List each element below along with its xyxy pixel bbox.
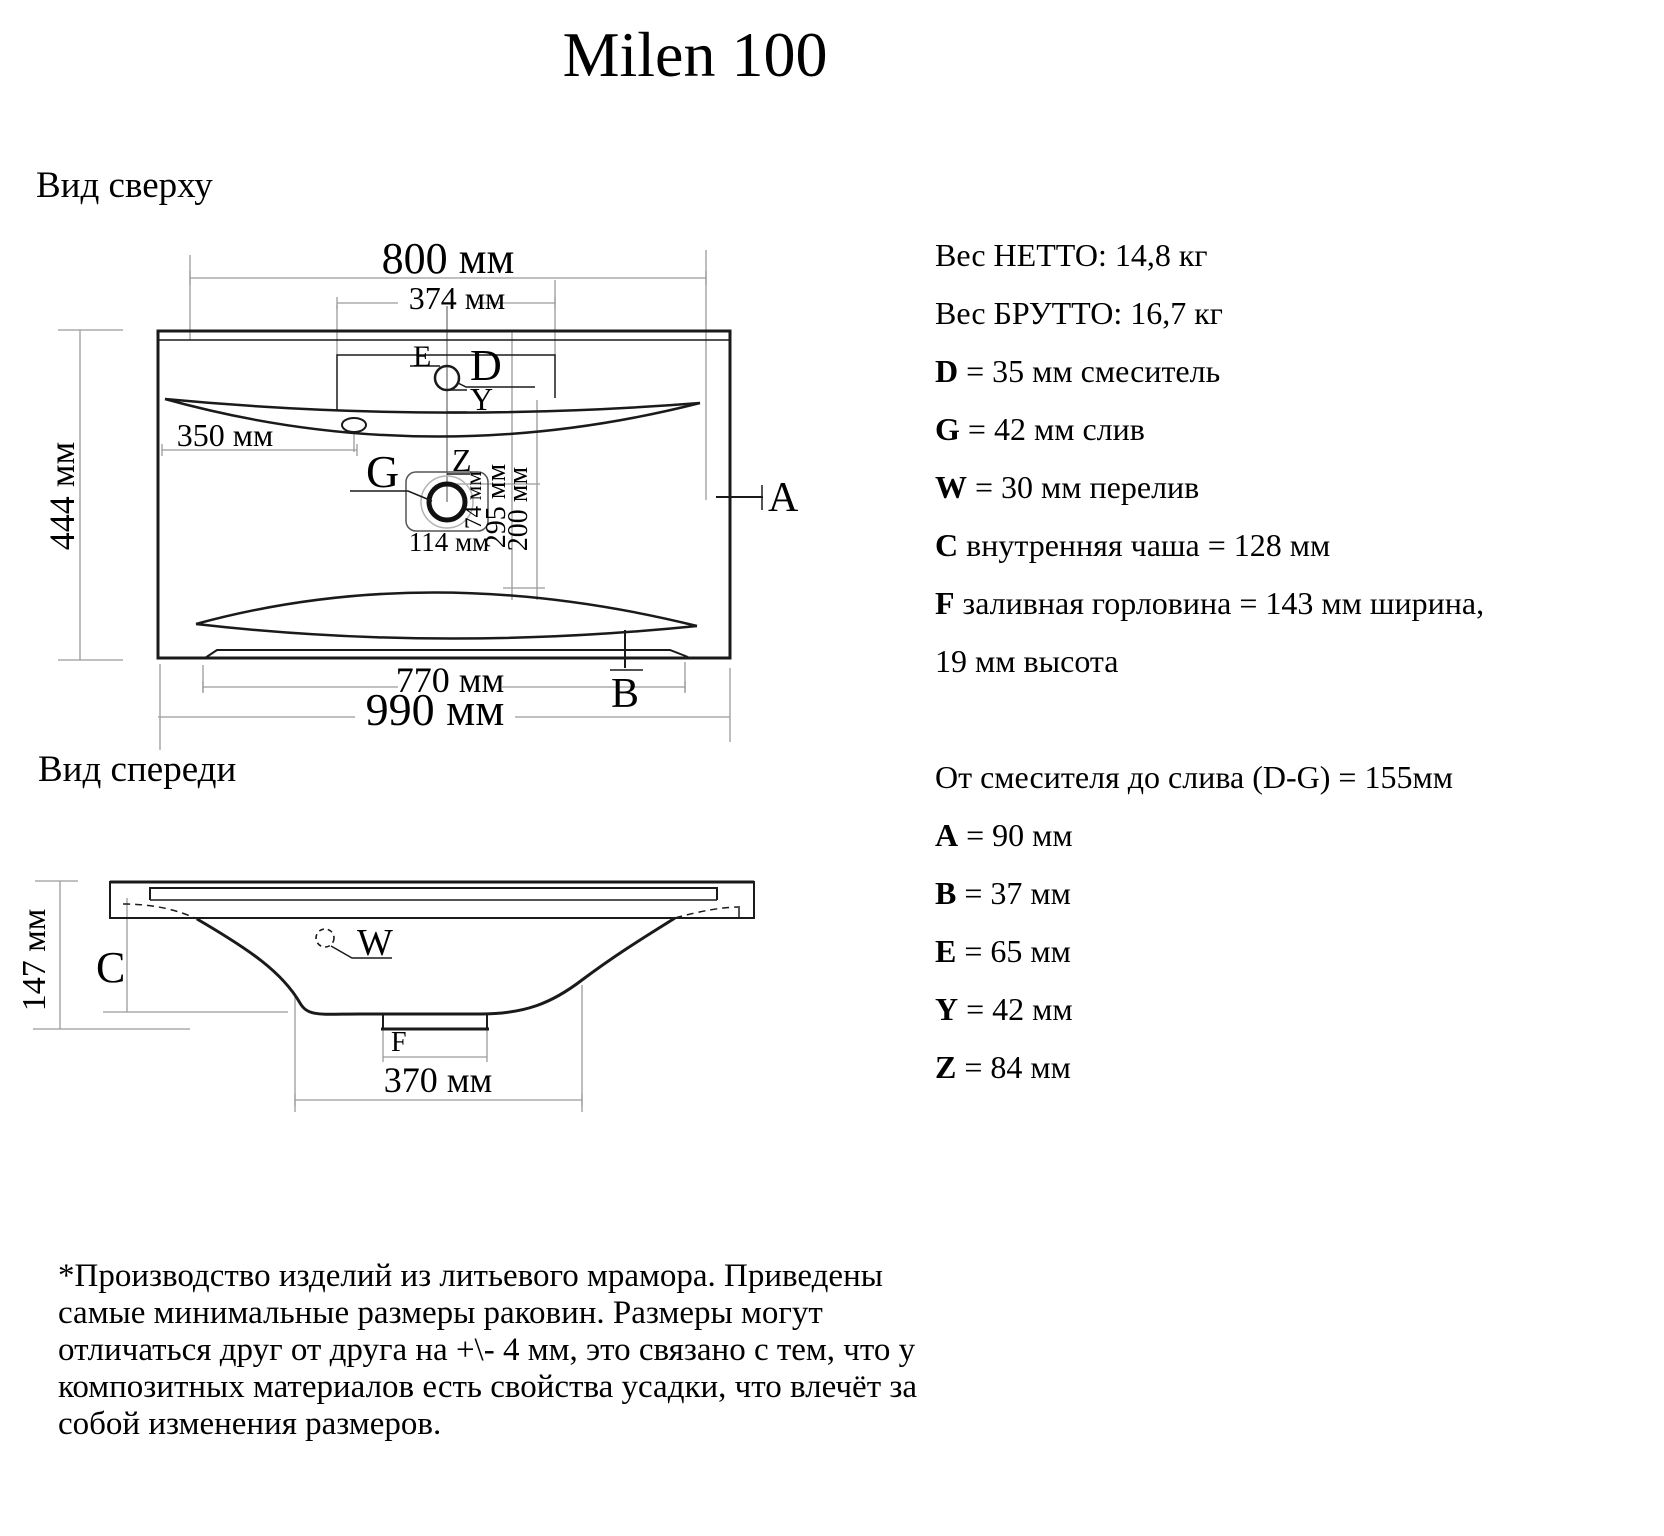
spec-line: Z = 84 мм xyxy=(935,1049,1071,1085)
spec-line: Вес БРУТТО: 16,7 кг xyxy=(935,295,1223,331)
basin-front-edge-bottom xyxy=(195,622,698,640)
spec-line: 19 мм высота xyxy=(935,643,1119,679)
footnote-line: собой изменения размеров. xyxy=(58,1406,442,1442)
label-Z: Z xyxy=(452,442,472,478)
sink-front-outline xyxy=(109,880,755,1031)
footnote-line: самые минимальные размеры раковин. Разме… xyxy=(58,1295,823,1331)
spec-line: Вес НЕТТО: 14,8 кг xyxy=(935,237,1208,273)
dim-990-label: 990 мм xyxy=(366,684,505,735)
drain-outer-circle xyxy=(420,475,474,529)
sink-slab-rect xyxy=(156,329,732,660)
filler-neck xyxy=(382,1014,488,1029)
spec-line: C внутренняя чаша = 128 мм xyxy=(935,527,1331,563)
dim-295-label: 295 мм xyxy=(481,464,512,549)
label-F: F xyxy=(391,1027,407,1058)
dim-770-label: 770 мм xyxy=(396,660,505,700)
dim-147-label: 147 мм xyxy=(16,909,53,1012)
footnote-line: отличаться друг от друга на +\- 4 мм, эт… xyxy=(58,1332,916,1368)
top-view-drawing: 800 мм 374 мм 350 мм 444 мм E D Y G Z 74… xyxy=(42,234,799,750)
overflow-hole-dashed-circle xyxy=(315,928,335,948)
label-C: C xyxy=(96,943,125,992)
dim-800-label: 800 мм xyxy=(382,234,515,283)
label-A: A xyxy=(768,475,799,521)
spec-line: F заливная горловина = 143 мм ширина, xyxy=(935,585,1485,621)
spec-line: D = 35 мм смеситель xyxy=(935,353,1221,389)
drain-recess-rect xyxy=(405,471,489,532)
dim-74-label: 74 мм xyxy=(461,471,486,529)
front-apron-line xyxy=(204,649,689,659)
overflow-hole-ellipse xyxy=(341,417,367,433)
label-D: D xyxy=(470,341,502,390)
footnote-line: композитных материалов есть свойства уса… xyxy=(58,1369,918,1405)
bowl-profile-curve xyxy=(196,916,676,1016)
sink-top-outline xyxy=(156,329,732,660)
dim-444-label: 444 мм xyxy=(42,442,82,551)
label-W: W xyxy=(357,922,393,964)
dim-200-label: 200 мм xyxy=(503,467,534,552)
footnote-line: *Производство изделий из литьевого мрамо… xyxy=(58,1258,883,1294)
hidden-edge-left xyxy=(122,903,198,920)
spec-line: B = 37 мм xyxy=(935,875,1071,911)
hidden-edge-right xyxy=(674,906,741,919)
basin-back-edge-top xyxy=(164,397,701,414)
faucet-deck-box xyxy=(336,354,556,410)
dim-114-label: 114 мм xyxy=(409,527,489,557)
front-view-dimension-lines xyxy=(33,880,583,1112)
footnote: *Производство изделий из литьевого мрамо… xyxy=(58,1258,917,1443)
specs-list: Вес НЕТТО: 14,8 кг Вес БРУТТО: 16,7 кг D… xyxy=(935,226,1484,1096)
spec-line: Y = 42 мм xyxy=(935,991,1073,1027)
top-view-letter-leaders xyxy=(350,365,763,671)
slab-recess xyxy=(149,887,718,900)
drain-hole-circle xyxy=(426,481,468,523)
spec-line: W = 30 мм перелив xyxy=(935,469,1200,505)
dim-374-label: 374 мм xyxy=(409,280,506,316)
top-view-heading: Вид сверху xyxy=(36,165,213,206)
front-view-heading: Вид спереди xyxy=(38,749,237,790)
dim-350-label: 350 мм xyxy=(177,417,274,453)
label-B: B xyxy=(611,671,639,717)
label-Y: Y xyxy=(470,381,493,417)
overflow-leader xyxy=(330,945,392,959)
spec-line: G = 42 мм слив xyxy=(935,411,1145,447)
label-G: G xyxy=(366,446,399,497)
spec-line: A = 90 мм xyxy=(935,817,1073,853)
basin-back-edge-bottom xyxy=(164,397,701,438)
basin-front-edge-top xyxy=(195,591,698,628)
label-E: E xyxy=(413,340,431,373)
dim-370-label: 370 мм xyxy=(384,1060,493,1100)
top-view-dimension-lines xyxy=(58,250,731,750)
spec-line-spacer xyxy=(935,690,1484,748)
front-view-drawing: 147 мм C W F 370 мм xyxy=(16,880,755,1112)
spec-line: E = 65 мм xyxy=(935,933,1071,969)
spec-line: От смесителя до слива (D-G) = 155мм xyxy=(935,759,1453,795)
page-title: Milen 100 xyxy=(562,19,828,90)
